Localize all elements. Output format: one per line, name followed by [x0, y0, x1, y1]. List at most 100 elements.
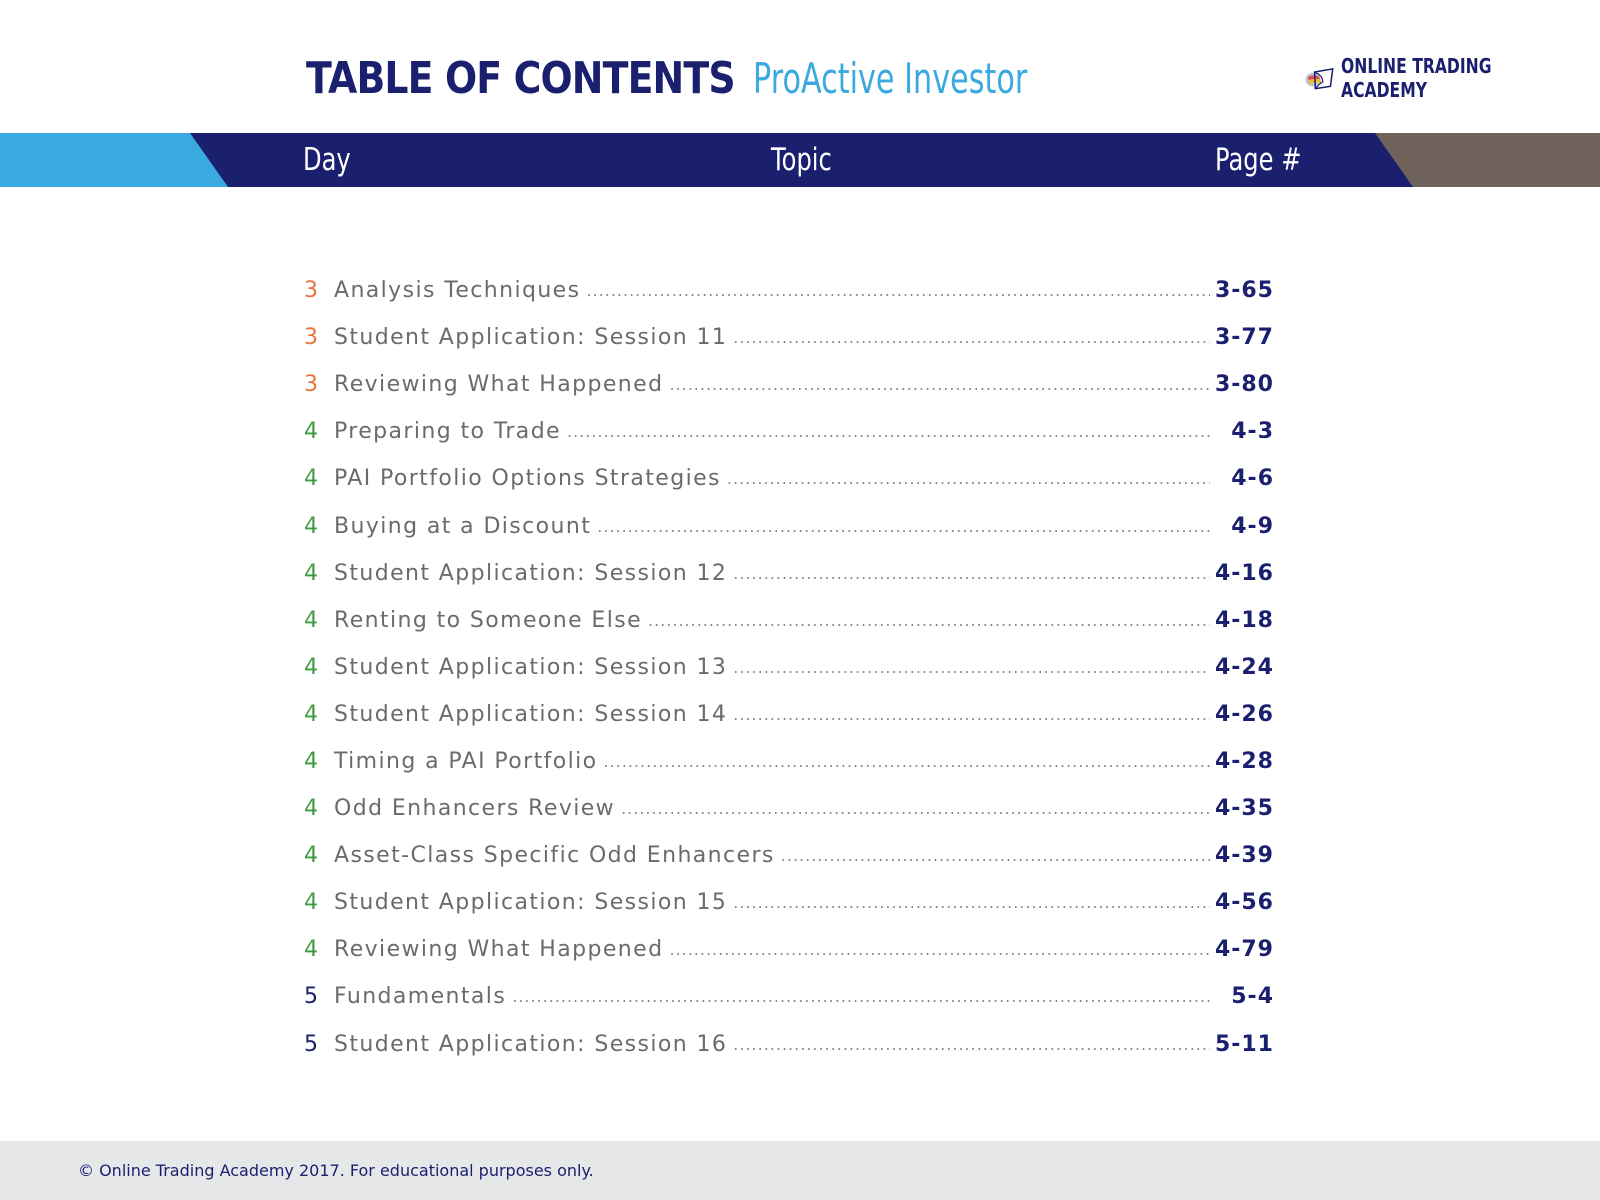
- toc-dot-leader: ........................................…: [648, 610, 1210, 630]
- academy-logo: ONLINE TRADING ACADEMY: [1304, 46, 1534, 110]
- toc-topic: Asset-Class Specific Odd Enhancers: [334, 843, 775, 869]
- toc-page-number: 4-6: [1231, 466, 1274, 492]
- page-title: TABLE OF CONTENTS: [306, 53, 736, 104]
- logo-line-1: ONLINE TRADING: [1340, 54, 1492, 78]
- toc-page-number: 5-4: [1231, 984, 1274, 1010]
- toc-row: 4 Buying at a Discount...................…: [304, 502, 1274, 549]
- toc-row: 4 Timing a PAI Portfolio.................…: [304, 738, 1274, 785]
- toc-row: 4 Odd Enhancers Review...................…: [304, 785, 1274, 832]
- toc-dot-leader: ........................................…: [733, 704, 1210, 724]
- toc-dot-leader: ........................................…: [621, 799, 1210, 819]
- toc-topic: Renting to Someone Else: [334, 607, 643, 633]
- toc-dot-leader: ........................................…: [733, 563, 1210, 583]
- toc-day: 4: [304, 748, 318, 774]
- toc-page-number: 4-56: [1214, 890, 1274, 916]
- toc-topic: Odd Enhancers Review: [334, 796, 616, 822]
- toc-page-number: 4-3: [1231, 419, 1274, 445]
- toc-day: 4: [304, 419, 318, 445]
- toc-row: 4 Student Application: Session 15........…: [304, 879, 1274, 926]
- toc-day: 5: [304, 984, 318, 1010]
- toc-topic: Analysis Techniques: [334, 278, 581, 304]
- toc-row: 4 Asset-Class Specific Odd Enhancers.....…: [304, 832, 1274, 879]
- toc-day: 4: [304, 701, 318, 727]
- column-header-day: Day: [303, 142, 351, 178]
- column-header-band-shapes: [0, 133, 1600, 187]
- toc-dot-leader: ........................................…: [567, 422, 1210, 442]
- toc-day: 4: [304, 937, 318, 963]
- toc-topic: Student Application: Session 13: [334, 654, 728, 680]
- toc-page-number: 4-39: [1214, 843, 1274, 869]
- toc-day: 3: [304, 372, 318, 398]
- toc-row: 5 Fundamentals...........................…: [304, 973, 1274, 1020]
- toc-day: 5: [304, 1031, 318, 1057]
- toc-dot-leader: ........................................…: [669, 940, 1210, 960]
- toc-topic: Student Application: Session 11: [334, 325, 728, 351]
- column-header-page: Page #: [1215, 142, 1302, 178]
- toc-topic: Student Application: Session 16: [334, 1031, 728, 1057]
- toc-dot-leader: ........................................…: [733, 893, 1210, 913]
- toc-page-number: 4-18: [1214, 607, 1274, 633]
- toc-row: 3 Reviewing What Happened................…: [304, 361, 1274, 408]
- page-header: TABLE OF CONTENTS ProActive Investor: [306, 48, 1133, 110]
- toc-day: 3: [304, 278, 318, 304]
- toc-topic: Student Application: Session 14: [334, 701, 728, 727]
- toc-day: 4: [304, 466, 318, 492]
- toc-row: 4 Reviewing What Happened................…: [304, 926, 1274, 973]
- toc-row: 4 PAI Portfolio Options Strategies.......…: [304, 455, 1274, 502]
- toc-page-number: 4-35: [1214, 796, 1274, 822]
- toc-day: 4: [304, 654, 318, 680]
- toc-day: 4: [304, 560, 318, 586]
- band-main: [190, 133, 1413, 187]
- toc-topic: Buying at a Discount: [334, 513, 592, 539]
- toc-page-number: 3-80: [1214, 372, 1274, 398]
- academy-logo-text: ONLINE TRADING ACADEMY: [1341, 54, 1492, 102]
- toc-topic: Student Application: Session 15: [334, 890, 728, 916]
- toc-day: 4: [304, 796, 318, 822]
- toc-day: 4: [304, 843, 318, 869]
- toc-row: 4 Student Application: Session 14........…: [304, 691, 1274, 738]
- toc-dot-leader: ........................................…: [780, 846, 1210, 866]
- toc-row: 3 Analysis Techniques....................…: [304, 267, 1274, 314]
- toc-dot-leader: ........................................…: [597, 516, 1210, 536]
- toc-dot-leader: ........................................…: [726, 469, 1210, 489]
- toc-page-number: 4-26: [1214, 701, 1274, 727]
- toc-page-number: 4-28: [1214, 748, 1274, 774]
- toc-page-number: 4-24: [1214, 654, 1274, 680]
- toc-dot-leader: ........................................…: [512, 987, 1210, 1007]
- toc-topic: Reviewing What Happened: [334, 937, 664, 963]
- band-right-accent: [1355, 133, 1600, 187]
- logo-line-2: ACADEMY: [1340, 78, 1428, 102]
- toc-day: 3: [304, 325, 318, 351]
- toc-row: 4 Student Application: Session 13........…: [304, 644, 1274, 691]
- toc-dot-leader: ........................................…: [603, 751, 1211, 771]
- toc-dot-leader: ........................................…: [586, 281, 1210, 301]
- footer-copyright: © Online Trading Academy 2017. For educa…: [78, 1161, 594, 1180]
- toc-row: 4 Student Application: Session 12........…: [304, 550, 1274, 597]
- toc-dot-leader: ........................................…: [733, 1034, 1210, 1054]
- toc-dot-leader: ........................................…: [733, 328, 1210, 348]
- toc-dot-leader: ........................................…: [733, 657, 1210, 677]
- toc-page-number: 3-77: [1214, 325, 1274, 351]
- toc-row: 3 Student Application: Session 11........…: [304, 314, 1274, 361]
- toc-day: 4: [304, 607, 318, 633]
- page-footer: © Online Trading Academy 2017. For educa…: [0, 1141, 1600, 1200]
- toc-page-number: 3-65: [1214, 278, 1274, 304]
- band-left-accent: [0, 133, 240, 187]
- toc-day: 4: [304, 513, 318, 539]
- table-of-contents-list: 3 Analysis Techniques....................…: [304, 267, 1274, 1068]
- toc-topic: PAI Portfolio Options Strategies: [334, 466, 721, 492]
- toc-page-number: 4-79: [1214, 937, 1274, 963]
- toc-topic: Timing a PAI Portfolio: [334, 748, 598, 774]
- column-header-band: Day Topic Page #: [0, 133, 1600, 187]
- toc-row: 4 Preparing to Trade.....................…: [304, 408, 1274, 455]
- toc-page-number: 4-9: [1231, 513, 1274, 539]
- toc-topic: Preparing to Trade: [334, 419, 561, 445]
- column-header-topic: Topic: [771, 142, 832, 178]
- toc-day: 4: [304, 890, 318, 916]
- toc-page-number: 5-11: [1214, 1031, 1274, 1057]
- academy-book-globe-logo-icon: [1305, 68, 1334, 90]
- toc-dot-leader: ........................................…: [669, 375, 1210, 395]
- toc-page-number: 4-16: [1214, 560, 1274, 586]
- toc-topic: Fundamentals: [334, 984, 507, 1010]
- toc-topic: Student Application: Session 12: [334, 560, 728, 586]
